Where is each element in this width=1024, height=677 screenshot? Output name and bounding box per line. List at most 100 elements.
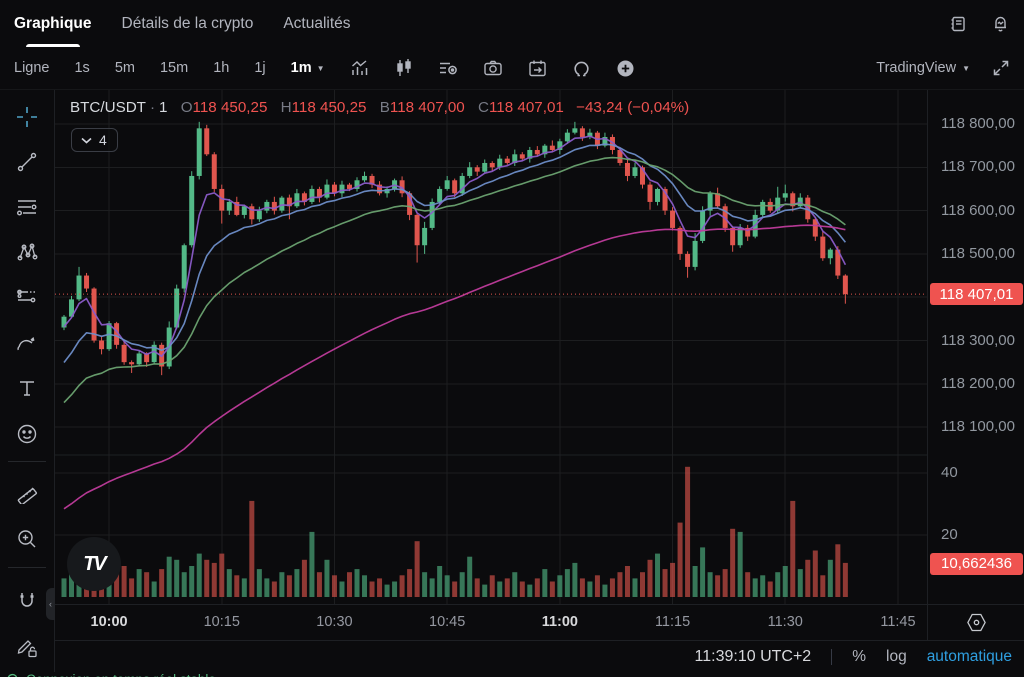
interval-active-1m[interactable]: 1m ▼ <box>290 60 325 76</box>
drawing-lock-tool[interactable] <box>16 637 38 659</box>
time-axis[interactable]: 10:00 10:15 10:30 10:45 11:00 11:15 11:30 11:45 <box>55 604 927 640</box>
tab-bar: Graphique Détails de la crypto Actualité… <box>0 0 1024 47</box>
interval-1j[interactable]: 1j <box>254 60 266 76</box>
chart-svg[interactable] <box>55 90 927 604</box>
low-value: 118 407,00 <box>389 99 465 116</box>
ruler-tool[interactable] <box>16 482 38 504</box>
price-axis-label: 118 600,00 <box>941 201 1015 219</box>
sidebar-divider <box>8 461 46 462</box>
indicators-icon[interactable] <box>350 58 370 78</box>
replay-icon[interactable] <box>572 59 591 78</box>
fib-retracement-tool[interactable] <box>16 196 38 218</box>
calendar-events-icon[interactable] <box>528 59 547 78</box>
xabcd-pattern-tool[interactable] <box>16 241 38 263</box>
price-axis-label: 118 500,00 <box>941 244 1015 262</box>
zoom-in-tool[interactable] <box>16 528 38 550</box>
log-scale-toggle[interactable]: log <box>886 647 907 665</box>
ruler-icon <box>17 487 38 504</box>
indicators-collapsed-badge[interactable]: 4 <box>71 128 118 152</box>
interval-1s[interactable]: 1s <box>74 60 90 76</box>
emoji-tool[interactable] <box>16 423 38 445</box>
price-axis-label: 118 300,00 <box>941 331 1015 349</box>
time-axis-label: 11:15 <box>654 614 691 630</box>
text-icon <box>20 381 34 396</box>
hexagon-settings-icon <box>966 613 986 632</box>
chart-type-button[interactable]: Ligne <box>14 60 50 76</box>
current-price-tag: 118 407,01 <box>930 283 1023 306</box>
tab-graphique[interactable]: Graphique <box>14 0 92 47</box>
chevron-down-icon: ▼ <box>962 63 970 73</box>
price-axis-label: 118 800,00 <box>941 115 1015 132</box>
time-axis-label: 10:15 <box>203 614 240 630</box>
chart-status-bar: 11:39:10 UTC+2 % log automatique <box>55 640 1024 672</box>
interval-15m[interactable]: 15m <box>159 60 189 76</box>
volume-axis-label: 20 <box>941 526 958 543</box>
tradingview-menu[interactable]: TradingView ▼ <box>876 60 970 76</box>
price-axis[interactable]: 118 800,00 118 700,00 118 600,00 118 500,00… <box>927 90 1024 604</box>
price-axis-label: 118 100,00 <box>941 418 1015 436</box>
zoom-in-icon <box>18 530 36 548</box>
connection-status-icon <box>7 673 18 677</box>
tab-actualites[interactable]: Actualités <box>283 14 351 32</box>
fullscreen-icon[interactable] <box>992 59 1010 77</box>
time-axis-label: 10:00 <box>90 614 128 630</box>
symbol-label[interactable]: BTC/USDT <box>70 99 146 116</box>
time-axis-label: 10:30 <box>316 614 353 630</box>
chevron-down-icon <box>81 137 92 144</box>
tab-graphique-label: Graphique <box>14 14 92 32</box>
volume-axis-label: 40 <box>941 464 958 481</box>
projection-tool[interactable] <box>16 285 38 307</box>
pencil-lock-icon <box>17 640 37 658</box>
time-axis-label: 11:45 <box>880 614 916 630</box>
axis-settings-corner[interactable] <box>927 604 1024 640</box>
interval-5m[interactable]: 5m <box>114 60 135 76</box>
chevron-down-icon: ▼ <box>316 63 325 73</box>
divider <box>831 648 833 665</box>
percent-scale-toggle[interactable]: % <box>852 647 866 665</box>
trend-line-icon <box>17 152 37 172</box>
add-plus-icon[interactable] <box>616 59 635 78</box>
chart-plot[interactable]: BTC/USDT · 1 O118 450,25 H118 450,25 B118 … <box>55 90 927 604</box>
time-axis-label: 11:00 <box>541 614 578 630</box>
auto-scale-toggle[interactable]: automatique <box>926 647 1012 665</box>
trend-line-tool[interactable] <box>16 151 38 173</box>
change-value: −43,24 (−0,04%) <box>576 99 690 116</box>
crosshair-tool[interactable] <box>16 106 38 128</box>
interval-label: 1 <box>159 99 168 116</box>
journal-icon[interactable] <box>949 15 967 33</box>
active-tab-underline <box>25 44 80 47</box>
time-axis-label: 11:30 <box>767 614 803 630</box>
drawing-toolbar: ‹ <box>0 90 55 677</box>
alert-list-icon[interactable] <box>438 59 458 77</box>
tab-details-crypto[interactable]: Détails de la crypto <box>121 14 254 32</box>
interval-1h[interactable]: 1h <box>213 60 230 76</box>
text-tool[interactable] <box>16 377 38 399</box>
current-volume-tag: 10,662436 <box>930 552 1023 575</box>
compare-candles-icon[interactable] <box>395 58 413 78</box>
fib-retracement-icon <box>17 200 37 216</box>
magnet-icon <box>20 593 34 607</box>
sidebar-collapse-handle[interactable]: ‹ <box>46 588 55 620</box>
price-axis-label: 118 200,00 <box>941 374 1015 392</box>
close-value: 118 407,01 <box>488 99 564 116</box>
ohlc-legend: BTC/USDT · 1 O118 450,25 H118 450,25 B118 … <box>70 99 690 116</box>
chart-toolbar: Ligne 1s 5m 15m 1h 1j 1m ▼ <box>0 47 1024 90</box>
brush-tool[interactable] <box>16 331 38 353</box>
clock-timezone-button[interactable]: 11:39:10 UTC+2 <box>694 647 812 665</box>
xabcd-pattern-icon <box>17 243 38 261</box>
emoji-icon <box>17 424 37 444</box>
connection-status-text: Connexion en temps réel stable <box>26 672 216 677</box>
magnet-tool[interactable] <box>16 590 38 612</box>
camera-icon[interactable] <box>483 59 503 77</box>
high-value: 118 450,25 <box>291 99 367 116</box>
tabbar-right-icons <box>949 14 1010 33</box>
alerts-bell-icon[interactable] <box>991 14 1010 33</box>
open-value: 118 450,25 <box>192 99 268 116</box>
time-axis-label: 10:45 <box>429 614 466 630</box>
sidebar-divider <box>8 567 46 568</box>
tradingview-watermark-logo: TV <box>67 537 121 591</box>
price-axis-label: 118 700,00 <box>941 158 1015 176</box>
projection-icon <box>17 289 36 303</box>
crosshair-icon <box>17 107 37 127</box>
